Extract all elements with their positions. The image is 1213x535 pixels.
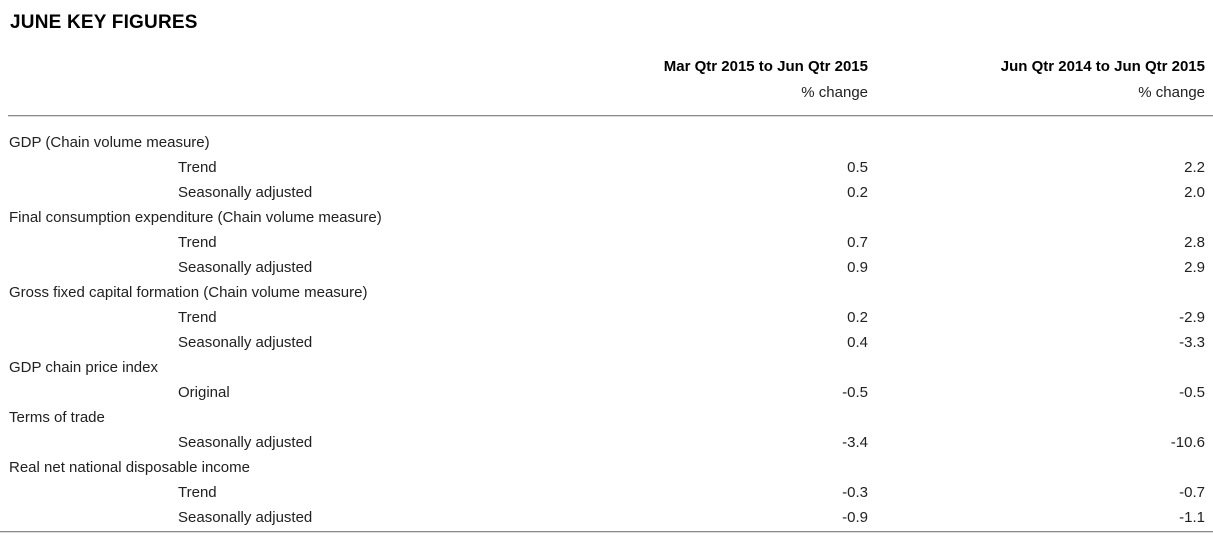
table-body: GDP (Chain volume measure) Trend 0.5 2.2…	[0, 130, 1213, 530]
table-row: Original -0.5 -0.5	[0, 380, 1213, 405]
page-title: JUNE KEY FIGURES	[10, 12, 198, 33]
row-label: Original	[178, 384, 230, 401]
row-value-year-change: -10.6	[1170, 434, 1205, 451]
row-value-qtr-change	[508, 405, 868, 430]
row-label: GDP (Chain volume measure)	[9, 134, 210, 151]
row-label: Seasonally adjusted	[178, 184, 313, 201]
header-spacer	[0, 58, 508, 102]
row-value-year-change: 2.9	[1184, 259, 1205, 276]
row-value-qtr-change: 0.5	[847, 159, 868, 176]
row-value-qtr-change	[508, 280, 868, 305]
column-header-qtr-change: Mar Qtr 2015 to Jun Qtr 2015 % change	[508, 58, 868, 102]
row-label: Trend	[178, 309, 217, 326]
row-value-year-change: -2.9	[1179, 309, 1205, 326]
row-label: Seasonally adjusted	[178, 509, 313, 526]
header-rule	[8, 115, 1213, 117]
table-row: Terms of trade	[0, 405, 1213, 430]
row-label: Final consumption expenditure (Chain vol…	[9, 209, 382, 226]
row-label: Terms of trade	[9, 409, 105, 426]
table-row: Trend 0.7 2.8	[0, 230, 1213, 255]
row-value-year-change: 2.2	[1184, 159, 1205, 176]
row-value-year-change: -0.5	[1179, 384, 1205, 401]
row-value-year-change: 2.8	[1184, 234, 1205, 251]
table-header: Mar Qtr 2015 to Jun Qtr 2015 % change Ju…	[0, 58, 1213, 102]
table-row: Seasonally adjusted -0.9 -1.1	[0, 505, 1213, 530]
row-value-year-change	[868, 205, 1205, 230]
table-row: GDP chain price index	[0, 355, 1213, 380]
column-header-year-change: Jun Qtr 2014 to Jun Qtr 2015 % change	[868, 58, 1205, 102]
row-label: Trend	[178, 234, 217, 251]
table-row: Trend 0.2 -2.9	[0, 305, 1213, 330]
row-value-year-change: -0.7	[1179, 484, 1205, 501]
row-value-year-change	[868, 355, 1205, 380]
row-value-qtr-change	[508, 205, 868, 230]
row-value-year-change	[868, 130, 1205, 155]
row-value-year-change: -1.1	[1179, 509, 1205, 526]
row-value-qtr-change: 0.2	[847, 184, 868, 201]
row-value-qtr-change: 0.9	[847, 259, 868, 276]
row-value-qtr-change: -0.5	[842, 384, 868, 401]
column-header-unit-2: % change	[1138, 84, 1205, 101]
row-value-qtr-change	[508, 455, 868, 480]
table-row: Seasonally adjusted 0.4 -3.3	[0, 330, 1213, 355]
table-row: Seasonally adjusted 0.9 2.9	[0, 255, 1213, 280]
table-row: Trend 0.5 2.2	[0, 155, 1213, 180]
row-value-qtr-change: -0.9	[842, 509, 868, 526]
row-value-year-change	[868, 405, 1205, 430]
row-value-qtr-change	[508, 130, 868, 155]
footer-rule	[0, 531, 1213, 533]
row-value-year-change	[868, 455, 1205, 480]
row-label: Trend	[178, 484, 217, 501]
row-label: Trend	[178, 159, 217, 176]
row-label: GDP chain price index	[9, 359, 158, 376]
row-label: Gross fixed capital formation (Chain vol…	[9, 284, 368, 301]
row-label: Seasonally adjusted	[178, 334, 313, 351]
table-row: Trend -0.3 -0.7	[0, 480, 1213, 505]
row-label: Real net national disposable income	[9, 459, 250, 476]
table-row: GDP (Chain volume measure)	[0, 130, 1213, 155]
table-row: Seasonally adjusted 0.2 2.0	[0, 180, 1213, 205]
row-value-qtr-change: 0.7	[847, 234, 868, 251]
row-value-qtr-change: 0.4	[847, 334, 868, 351]
row-value-year-change	[868, 280, 1205, 305]
table-row: Gross fixed capital formation (Chain vol…	[0, 280, 1213, 305]
column-header-period-1: Mar Qtr 2015 to Jun Qtr 2015	[663, 58, 868, 75]
row-value-year-change: 2.0	[1184, 184, 1205, 201]
row-value-qtr-change	[508, 355, 868, 380]
table-row: Real net national disposable income	[0, 455, 1213, 480]
row-value-year-change: -3.3	[1179, 334, 1205, 351]
table-row: Seasonally adjusted -3.4 -10.6	[0, 430, 1213, 455]
column-header-period-2: Jun Qtr 2014 to Jun Qtr 2015	[1000, 58, 1205, 75]
row-label: Seasonally adjusted	[178, 434, 313, 451]
row-value-qtr-change: 0.2	[847, 309, 868, 326]
row-value-qtr-change: -3.4	[842, 434, 868, 451]
column-header-unit-1: % change	[801, 84, 868, 101]
row-value-qtr-change: -0.3	[842, 484, 868, 501]
row-label: Seasonally adjusted	[178, 259, 313, 276]
table-row: Final consumption expenditure (Chain vol…	[0, 205, 1213, 230]
